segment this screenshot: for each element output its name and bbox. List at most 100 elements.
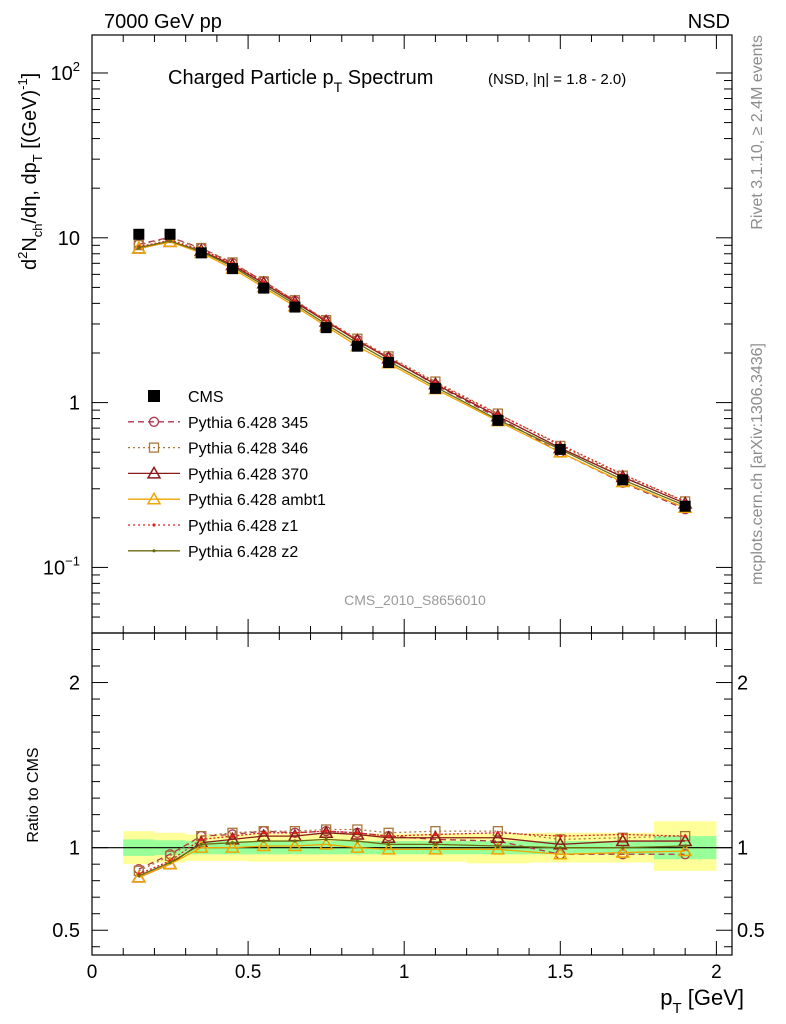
legend-label-cms: CMS (188, 389, 224, 406)
ylabel-p2-sub: ch (30, 223, 45, 237)
data-point-pythia-6428-z1 (324, 319, 328, 323)
legend: CMS Pythia 6.428 345 Pythia 6.428 346 Pythi… (128, 389, 326, 561)
data-point-cms (164, 228, 176, 240)
xlabel-tail: [GeV] (682, 985, 744, 1010)
chart-cut-label: (NSD, |η| = 1.8 - 2.0) (488, 71, 626, 88)
data-point-cms (320, 322, 332, 334)
ratio-point-pythia-6428-z2 (230, 841, 235, 845)
ratio-y-tick-label: 0.5 (52, 920, 80, 942)
series-line-pythia-6428-346 (138, 237, 686, 503)
main-y-tick-label-base: 10 (51, 63, 73, 85)
legend-marker-cms (148, 390, 160, 402)
legend-label-pythia-6428-370: Pythia 6.428 370 (188, 466, 308, 483)
ratio-point-pythia-6428-z2 (621, 846, 625, 850)
data-point-cms (554, 443, 566, 455)
ratio-point-pythia-6428-z2 (324, 837, 328, 842)
x-axis-label: pT [GeV] (660, 985, 744, 1017)
ratio-line-pythia-6428-370 (138, 832, 686, 878)
ylabel-p5: ] (19, 73, 41, 79)
x-tick-label: 2 (711, 962, 722, 983)
data-point-pythia-6428-z2 (168, 239, 172, 243)
data-point-pythia-6428-ambt1 (131, 240, 147, 254)
ratio-point-pythia-6428-z2 (168, 860, 172, 865)
ratio-point-pythia-6428-ambt1 (318, 836, 334, 850)
ratio-line-pythia-6428-z1 (138, 830, 686, 875)
ratio-point-pythia-6428-z1 (324, 829, 328, 833)
ratio-point-pythia-6428-z2 (433, 842, 438, 846)
ratio-y-tick-label: 2 (69, 673, 80, 695)
ratio-point-pythia-6428-ambt1 (615, 845, 631, 858)
ylabel-p2: N (19, 237, 41, 251)
data-point-cms (617, 474, 629, 486)
data-point-cms (351, 340, 363, 352)
ratio-line-pythia-6428-z2 (138, 838, 686, 877)
legend-marker-pythia-6428-z1 (152, 523, 156, 527)
chart-title-main: Charged Particle p (168, 67, 334, 89)
ratio-point-pythia-6428-ambt1 (287, 838, 303, 852)
ratio-point-pythia-6428-z1 (230, 834, 235, 838)
data-point-cms (258, 282, 270, 294)
main-y-tick-label: 10−1 (43, 553, 80, 579)
main-y-tick-label: 102 (51, 59, 80, 85)
ratio-y-tick-label-right: 0.5 (737, 920, 765, 942)
ratio-point-pythia-6428-ambt1 (131, 869, 147, 883)
ratio-point-pythia-6428-z1 (433, 832, 438, 837)
legend-label-pythia-6428-z2: Pythia 6.428 z2 (188, 544, 298, 561)
series-line-pythia-6428-z1 (138, 239, 686, 503)
ylabel-p3: /dη, dp (19, 162, 41, 223)
legend-marker-pythia-6428-346 (148, 442, 160, 453)
ylabel-p4: [(GeV) (19, 90, 41, 154)
rivet-label: Rivet 3.1.10, ≥ 2.4M events (749, 35, 766, 230)
main-y-tick-label-base: 1 (69, 393, 80, 415)
process-label: NSD (688, 11, 730, 33)
legend-label-pythia-6428-345: Pythia 6.428 345 (188, 415, 308, 432)
ratio-point-pythia-6428-z1 (558, 834, 562, 838)
x-tick-label: 0 (87, 962, 98, 983)
ylabel-p1: d (19, 259, 41, 270)
main-y-tick-label: 10 (58, 228, 80, 250)
ratio-point-pythia-6428-z1 (683, 834, 687, 838)
ylabel-p3-sub: T (30, 154, 45, 162)
ylabel-p4-sup: -1 (15, 78, 30, 90)
ratio-point-pythia-6428-346 (320, 824, 332, 835)
chart-title-sub: T (334, 79, 343, 95)
legend-marker-pythia-6428-370 (146, 465, 162, 479)
main-y-tick-label: 1 (69, 393, 80, 415)
ratio-point-pythia-6428-z1 (621, 832, 625, 837)
ratio-point-pythia-6428-ambt1 (193, 840, 209, 853)
x-tick-label: 1.5 (547, 962, 573, 983)
ratio-point-pythia-6428-z1 (355, 831, 359, 835)
ratio-point-pythia-6428-z2 (386, 842, 391, 846)
data-point-pythia-6428-346 (133, 239, 144, 251)
series-line-pythia-6428-370 (138, 241, 686, 505)
ratio-point-pythia-6428-z2 (355, 839, 359, 843)
ylabel-p1-sup: 2 (15, 252, 30, 259)
mcplots-label: mcplots.cern.ch [arXiv:1306.3436] (749, 343, 766, 585)
ratio-point-pythia-6428-z1 (262, 831, 266, 835)
legend-label-pythia-6428-z1: Pythia 6.428 z1 (188, 518, 298, 535)
data-point-cms (226, 263, 238, 275)
ratio-point-pythia-6428-ambt1 (677, 843, 693, 857)
data-point-cms (133, 228, 145, 240)
xlabel-sub: T (672, 1000, 681, 1017)
data-point-cms (492, 414, 504, 426)
legend-marker-pythia-6428-345 (148, 416, 160, 427)
ratio-point-pythia-6428-ambt1 (428, 841, 443, 855)
ratio-line-pythia-6428-ambt1 (138, 843, 686, 878)
data-point-cms (195, 247, 207, 259)
ratio-point-pythia-6428-ambt1 (381, 841, 396, 855)
main-y-tick-label-exp: 2 (73, 59, 80, 74)
legend-marker-pythia-6428-ambt1 (146, 491, 162, 505)
ratio-plot-frame (91, 632, 733, 956)
ratio-line-pythia-6428-346 (138, 828, 686, 872)
main-y-tick-label-base: 10 (43, 557, 65, 579)
ratio-point-pythia-6428-ambt1 (225, 840, 240, 853)
main-y-tick-label-exp: −1 (65, 553, 80, 568)
ratio-point-pythia-6428-346 (492, 826, 504, 837)
legend-label-pythia-6428-346: Pythia 6.428 346 (188, 441, 308, 458)
legend-marker-pythia-6428-z2 (152, 549, 156, 553)
data-point-cms (679, 500, 691, 512)
ratio-point-pythia-6428-370 (350, 826, 365, 840)
